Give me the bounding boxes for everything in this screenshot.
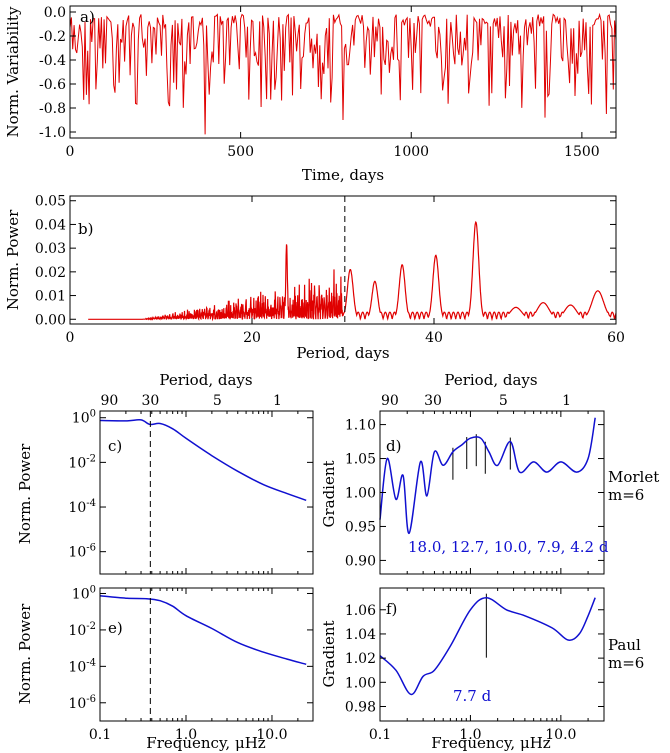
panel-e-frame: [99, 587, 314, 722]
y-tick-label: 0.0: [44, 5, 66, 21]
panel-e: 100 10-2 10-4 10-6 0.1 1.0 10.0 e) Frequency, …: [16, 584, 314, 752]
panel-d-annotation: 18.0, 12.7, 10.0, 7.9, 4.2 d: [408, 538, 609, 556]
y-tick-label: 0.90: [345, 553, 376, 569]
panel-a: 0 500 1000 1500 0.0 -0.2 -0.4 -0.6 -0.8 -1.0 a) T…: [4, 5, 617, 184]
panel-f-label: f): [386, 600, 397, 618]
panel-b: 0 20 40 60 0.00 0.01 0.02 0.03 0.04 0.05 b) Perio…: [4, 194, 625, 362]
panel-c: 100 10-2 10-4 10-6 90 30 5 1 c) Period, days No…: [16, 371, 314, 575]
y-tick-label: 0.05: [35, 194, 66, 210]
x-tick-label: 40: [425, 330, 443, 346]
y-tick-label: 100: [72, 584, 96, 602]
power-spectrum-e: [99, 595, 307, 666]
y-tick-label: 1.05: [345, 452, 376, 468]
panel-b-ylabel: Norm. Power: [4, 209, 22, 310]
y-tick-label: 10-6: [68, 694, 96, 712]
x-tick-label: 0.1: [89, 727, 111, 743]
y-tick-label: 0.02: [35, 265, 66, 281]
gradient-paul: [379, 596, 596, 696]
panel-e-label: e): [108, 619, 123, 637]
panel-a-frame: [69, 5, 617, 139]
y-tick-label: -0.2: [39, 29, 66, 45]
panel-b-xlabel: Period, days: [296, 344, 389, 362]
panel-c-top-label: Period, days: [159, 371, 252, 389]
panel-f-frame: [379, 587, 605, 722]
y-tick-label: 10-4: [68, 498, 96, 516]
panel-a-xlabel: Time, days: [302, 166, 384, 184]
power-series: [88, 220, 617, 322]
panel-d-ylabel: Gradient: [320, 460, 338, 527]
panel-f-ylabel: Gradient: [320, 620, 338, 687]
top-tick-label: 5: [213, 393, 222, 409]
top-tick-label: 30: [142, 393, 160, 409]
power-spectrum-c: [99, 419, 307, 502]
panel-c-label: c): [108, 437, 122, 455]
y-tick-label: -1.0: [39, 125, 66, 141]
x-tick-label: 0.1: [369, 727, 391, 743]
y-tick-label: 100: [72, 409, 96, 427]
y-tick-label: 1.10: [345, 418, 376, 434]
panel-d-top-label: Period, days: [444, 371, 537, 389]
y-tick-label: 10-4: [68, 657, 96, 675]
y-tick-label: 10-2: [68, 621, 96, 639]
x-tick-label: 10.0: [545, 727, 576, 743]
x-tick-label: 1.0: [175, 727, 197, 743]
panel-d-side-label-1: Morlet: [608, 468, 659, 486]
x-tick-label: 500: [227, 144, 254, 160]
top-tick-label: 1: [562, 393, 571, 409]
x-tick-label: 20: [243, 330, 261, 346]
y-tick-label: 0.01: [35, 289, 66, 305]
y-tick-label: 10-2: [68, 453, 96, 471]
y-tick-label: 1.02: [345, 651, 376, 667]
x-tick-label: 10.0: [256, 727, 287, 743]
x-tick-label: 1000: [393, 144, 429, 160]
panel-f: 0.98 1.00 1.02 1.04 1.06 0.1 1.0 10.0 f) Freque…: [320, 587, 644, 752]
y-tick-label: 1.04: [345, 627, 376, 643]
top-tick-label: 1: [273, 393, 282, 409]
y-tick-label: 1.06: [345, 603, 376, 619]
y-tick-label: 10-6: [68, 543, 96, 561]
panel-f-xlabel: Frequency, μHz: [431, 734, 551, 752]
panel-c-frame: [99, 410, 314, 575]
variability-series: [69, 12, 617, 135]
y-tick-label: 0.00: [35, 312, 66, 328]
x-tick-label: 1500: [564, 144, 600, 160]
y-tick-label: 0.98: [345, 699, 376, 715]
y-tick-label: -0.8: [39, 101, 66, 117]
panel-e-ylabel: Norm. Power: [16, 603, 34, 704]
top-tick-label: 90: [381, 393, 399, 409]
x-tick-label: 1.0: [459, 727, 481, 743]
top-tick-label: 90: [100, 393, 118, 409]
x-tick-label: 0: [66, 330, 75, 346]
panel-b-label: b): [78, 220, 93, 238]
y-tick-label: 1.00: [345, 486, 376, 502]
panel-c-ylabel: Norm. Power: [16, 443, 34, 544]
panel-a-label: a): [80, 8, 95, 26]
x-tick-label: 60: [607, 330, 625, 346]
panel-d-label: d): [386, 437, 401, 455]
panel-f-side-label-1: Paul: [608, 636, 641, 654]
y-tick-label: 0.03: [35, 241, 66, 257]
gradient-morlet: [379, 417, 596, 535]
y-tick-label: 0.95: [345, 519, 376, 535]
panel-f-side-label-2: m=6: [608, 654, 644, 672]
top-tick-label: 30: [424, 393, 442, 409]
panel-e-xlabel: Frequency, μHz: [146, 734, 266, 752]
y-tick-label: -0.4: [39, 53, 66, 69]
panel-f-annotation: 7.7 d: [453, 687, 492, 705]
panel-b-frame: [69, 195, 617, 325]
y-tick-label: -0.6: [39, 77, 66, 93]
panel-d-side-label-2: m=6: [608, 486, 644, 504]
y-tick-label: 0.04: [35, 217, 66, 233]
y-tick-label: 1.00: [345, 675, 376, 691]
panel-a-ylabel: Norm. Variability: [4, 6, 22, 137]
panel-d: 0.90 0.95 1.00 1.05 1.10 90 30 5 1 d) Period, da…: [320, 371, 659, 575]
top-tick-label: 5: [499, 393, 508, 409]
x-tick-label: 0: [66, 144, 75, 160]
